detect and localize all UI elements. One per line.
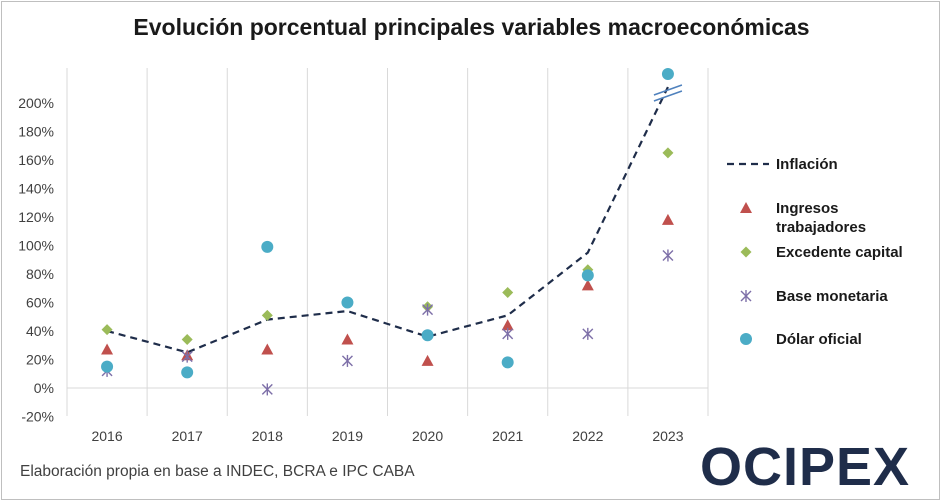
data-point-base-monetaria	[181, 350, 193, 363]
ocipex-logo: OCIPEX	[700, 437, 911, 497]
data-point-base-monetaria	[261, 383, 273, 396]
data-point-dolar-oficial	[421, 329, 434, 342]
legend-label: Excedente capital	[776, 244, 903, 261]
y-tick-label: 60%	[26, 295, 54, 311]
data-point-excedente-capital	[662, 147, 674, 159]
y-tick-label: 40%	[26, 323, 54, 339]
legend-swatch	[740, 333, 752, 345]
data-point-excedente-capital	[502, 287, 514, 299]
x-tick-label: 2016	[91, 428, 122, 444]
y-tick-label: 140%	[18, 181, 54, 197]
data-point-ingresos-trabajadores	[341, 333, 354, 345]
data-point-dolar-oficial	[341, 296, 354, 309]
y-tick-label: 0%	[34, 380, 54, 396]
legend-swatch	[740, 202, 752, 213]
data-point-dolar-oficial	[261, 240, 274, 253]
legend-label: Dólar oficial	[776, 331, 862, 348]
data-point-base-monetaria	[582, 327, 594, 340]
legend-label: trabajadores	[776, 219, 866, 236]
data-point-excedente-capital	[101, 324, 113, 336]
x-tick-label: 2018	[252, 428, 283, 444]
y-tick-label: 20%	[26, 352, 54, 368]
data-point-ingresos-trabajadores	[261, 343, 274, 355]
data-point-base-monetaria	[422, 303, 434, 316]
data-point-base-monetaria	[502, 327, 514, 340]
y-tick-label: -20%	[21, 409, 54, 425]
y-tick-label: 120%	[18, 209, 54, 225]
legend-label: Inflación	[776, 156, 838, 173]
data-point-excedente-capital	[181, 334, 193, 346]
data-point-base-monetaria	[662, 249, 674, 262]
x-tick-label: 2021	[492, 428, 523, 444]
legend-label: Base monetaria	[776, 288, 888, 305]
y-tick-label: 80%	[26, 266, 54, 282]
chart-title: Evolución porcentual principales variabl…	[133, 14, 810, 40]
x-tick-label: 2017	[172, 428, 203, 444]
legend-swatch	[740, 246, 752, 258]
data-point-ingresos-trabajadores	[501, 319, 514, 331]
y-tick-label: 100%	[18, 238, 54, 254]
series-line-inflacion	[106, 86, 669, 354]
data-point-dolar-oficial	[101, 360, 114, 373]
y-tick-label: 200%	[18, 95, 54, 111]
y-tick-label: 160%	[18, 152, 54, 168]
data-point-excedente-capital	[261, 309, 273, 321]
axis-break-mark	[653, 90, 683, 102]
x-tick-label: 2023	[652, 428, 683, 444]
data-point-base-monetaria	[341, 354, 353, 367]
axis-break-mark	[653, 84, 683, 96]
data-point-ingresos-trabajadores	[661, 213, 674, 225]
data-point-dolar-oficial	[501, 356, 514, 369]
data-point-dolar-oficial	[581, 269, 594, 282]
y-tick-label: 180%	[18, 124, 54, 140]
x-tick-label: 2022	[572, 428, 603, 444]
data-point-dolar-oficial	[661, 68, 674, 80]
data-point-ingresos-trabajadores	[101, 343, 114, 355]
legend-label: Ingresos	[776, 200, 839, 217]
x-tick-label: 2019	[332, 428, 363, 444]
data-point-ingresos-trabajadores	[581, 279, 594, 291]
data-point-ingresos-trabajadores	[421, 354, 434, 366]
legend-swatch	[740, 290, 752, 302]
data-point-dolar-oficial	[181, 366, 194, 379]
x-tick-label: 2020	[412, 428, 443, 444]
source-note: Elaboración propia en base a INDEC, BCRA…	[20, 463, 415, 480]
